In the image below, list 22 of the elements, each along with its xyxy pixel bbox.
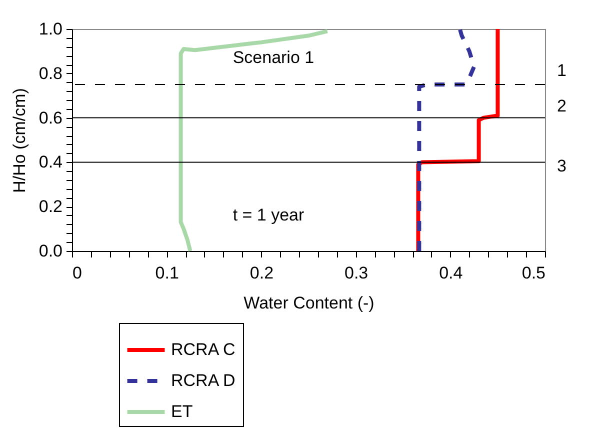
y-tick-label: 0.8 bbox=[38, 64, 62, 83]
x-tick-label: 0.5 bbox=[522, 264, 546, 282]
y-tick-label: 0.0 bbox=[38, 242, 62, 260]
x-tick-label: 0.4 bbox=[439, 264, 463, 282]
legend-label: ET bbox=[171, 402, 193, 421]
y-tick-label: 0.2 bbox=[38, 197, 62, 216]
legend-label: RCRA C bbox=[171, 340, 236, 359]
text: 2 bbox=[557, 96, 566, 116]
x-tick-label: 0 bbox=[72, 264, 82, 282]
annotation: Scenario 1 bbox=[232, 48, 314, 67]
x-axis-title: Water Content (-) bbox=[244, 294, 374, 312]
x-tick-label: 0.1 bbox=[155, 264, 179, 282]
y-tick-label: 0.6 bbox=[38, 108, 62, 128]
y-tick-label: 1.0 bbox=[38, 20, 62, 38]
y-axis-title: H/Ho (cm/cm) bbox=[10, 88, 29, 193]
text: 3 bbox=[557, 156, 566, 176]
text: 1 bbox=[557, 61, 566, 80]
x-tick-label: 0.3 bbox=[344, 264, 368, 282]
legend-label: RCRA D bbox=[171, 371, 236, 390]
annotation: t = 1 year bbox=[232, 205, 305, 224]
x-tick-label: 0.2 bbox=[250, 264, 274, 282]
y-tick-label: 0.4 bbox=[38, 152, 62, 172]
